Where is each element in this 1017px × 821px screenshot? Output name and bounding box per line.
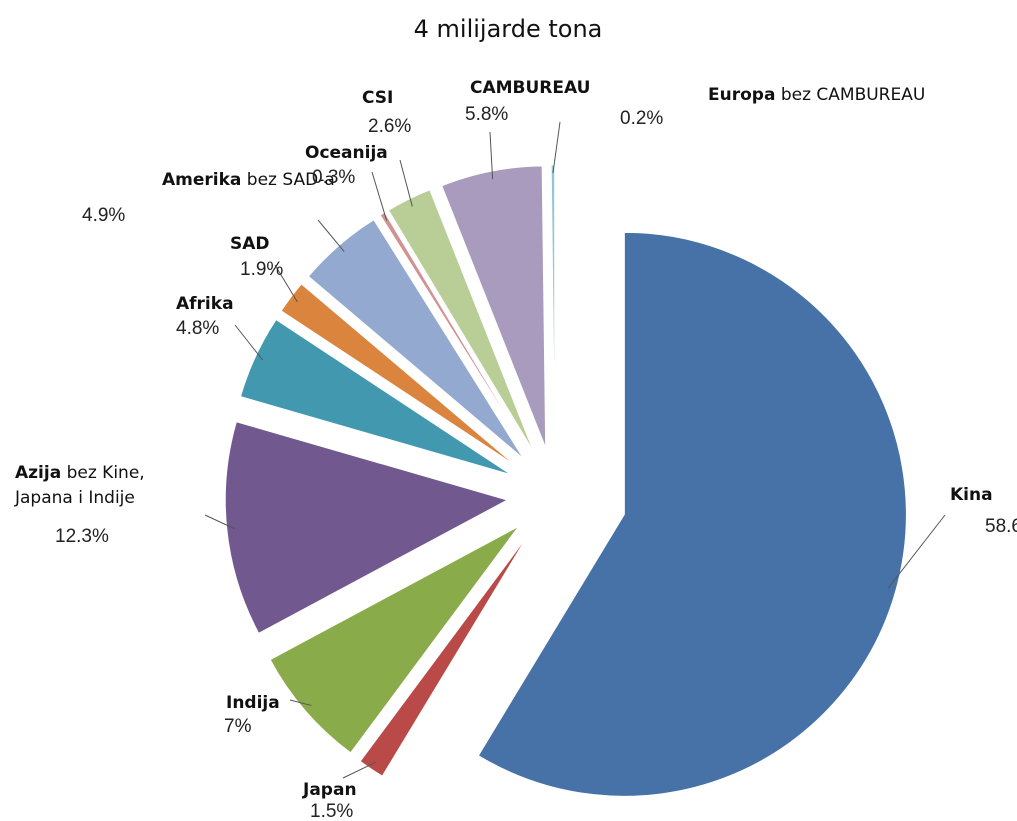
pie-slice [441,165,547,449]
leader-line [342,761,376,779]
leader-line [234,324,264,361]
slice-label: Europa bez CAMBUREAU [708,85,925,105]
value-label: 58.6% [985,516,1017,537]
leader-line [371,171,388,221]
value-label: 2.6% [368,116,411,137]
leader-line [399,159,413,207]
pie-slice [280,283,517,467]
slice-label: Kina [950,485,993,505]
slice-label: Oceanija [305,143,388,163]
value-label: 7% [224,716,252,737]
pie-slice [477,231,907,797]
leader-line [489,131,494,180]
leader-line [274,264,298,303]
slice-label: Azija bez Kine, Japana i Indije [14,463,145,508]
slice-label: Japan [302,780,357,800]
slice-label: Afrika [176,294,234,314]
value-label: 0.2% [620,108,663,129]
value-label: 5.8% [465,104,508,125]
pie-slice [239,318,512,476]
leader-line [552,121,561,174]
pie-slice [550,164,556,448]
slice-label: CAMBUREAU [470,78,590,98]
value-label: 1.5% [310,801,353,821]
value-label: 4.9% [82,205,125,226]
slice-label: Amerika bez SAD-a [162,170,335,190]
leader-line [204,514,235,530]
leader-line [289,699,312,706]
chart-title: 4 milijarde tona [414,15,603,43]
pie-slice [387,189,535,453]
leader-line [317,219,345,252]
slice-label: CSI [362,88,393,108]
leader-line [887,514,946,589]
value-label: 4.8% [176,318,219,339]
pie-slice [379,211,531,455]
pie-slice [269,525,520,754]
slice-label: SAD [230,234,270,254]
pie-slice [359,534,529,777]
slice-label: Indija [226,693,280,713]
value-label: 0.3% [312,167,355,188]
value-label: 1.9% [240,259,283,280]
pie-slice [224,421,509,634]
value-label: 12.3% [55,526,109,547]
